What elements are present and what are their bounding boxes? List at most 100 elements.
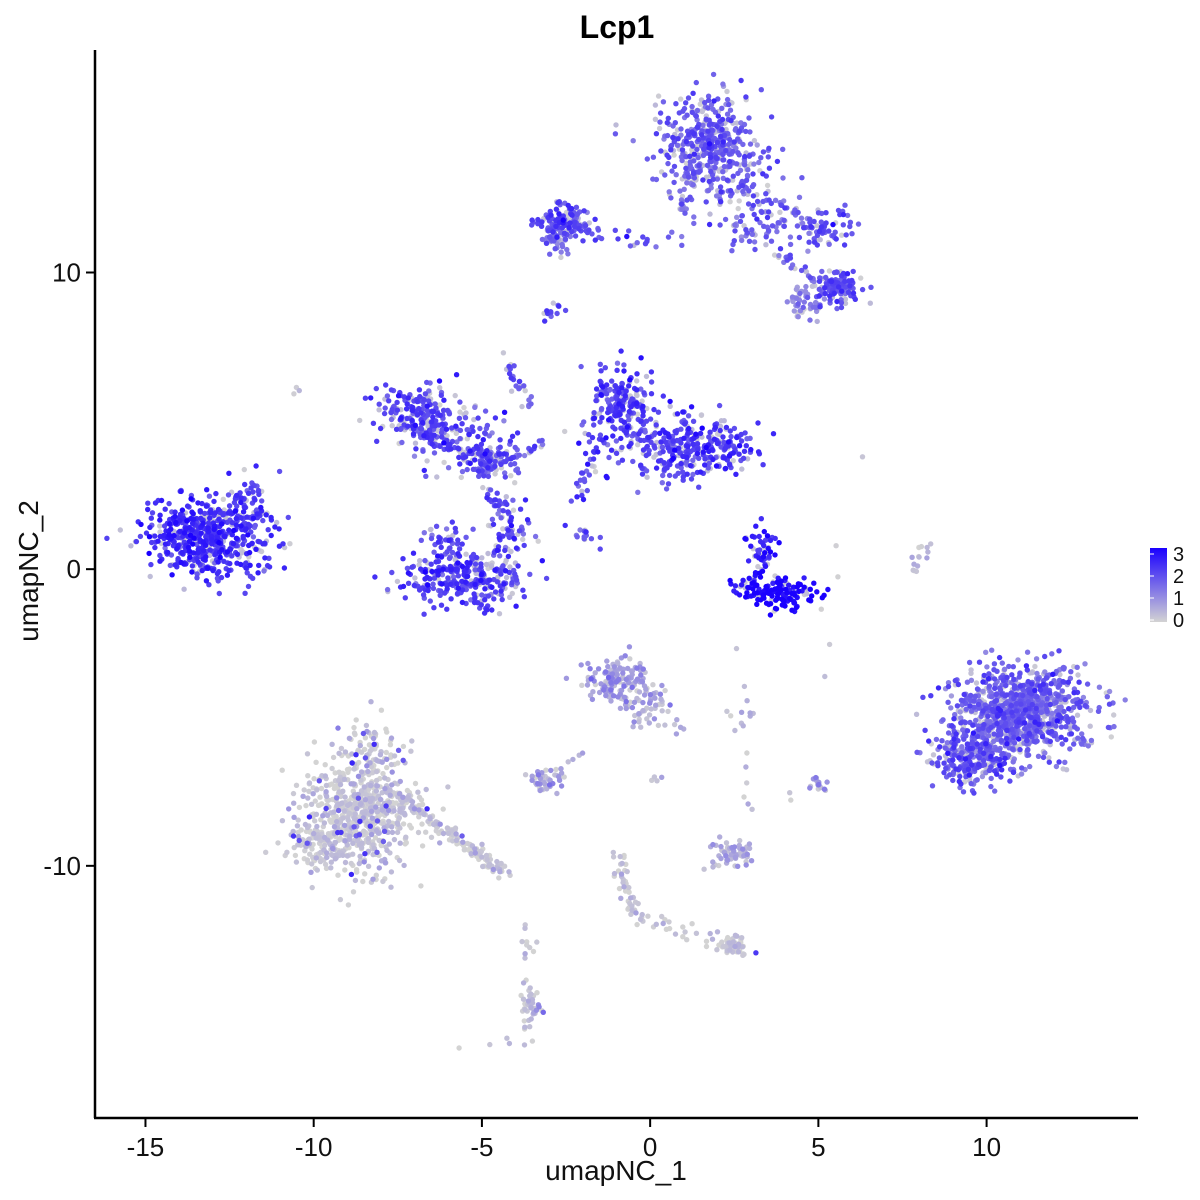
cell-point <box>487 861 493 867</box>
cell-point <box>703 943 710 950</box>
cell-point <box>660 920 666 927</box>
cell-point <box>380 821 387 827</box>
cell-point <box>395 747 402 753</box>
cell-point <box>691 220 697 227</box>
cell-point <box>684 197 690 203</box>
cell-point <box>935 763 941 769</box>
cell-point <box>730 458 736 464</box>
cell-point <box>1122 697 1128 703</box>
cell-point <box>304 751 311 757</box>
cell-point <box>294 823 301 829</box>
cell-point <box>302 821 309 828</box>
cell-point <box>1084 681 1091 687</box>
cell-point <box>615 694 621 700</box>
cell-point <box>335 725 341 731</box>
cell-point <box>431 450 438 456</box>
cell-point <box>344 853 351 859</box>
cell-point <box>457 409 463 415</box>
cell-point <box>329 781 335 787</box>
cell-point <box>640 699 646 706</box>
cell-point <box>1035 753 1042 759</box>
cell-point <box>867 300 873 306</box>
cell-point <box>261 568 267 574</box>
cell-point <box>967 703 973 709</box>
cell-point <box>409 799 416 805</box>
cell-point <box>295 842 301 848</box>
cell-point <box>147 573 153 580</box>
cell-point <box>714 123 720 129</box>
cell-point <box>1058 724 1065 730</box>
cell-point <box>1046 755 1052 761</box>
cell-point <box>519 403 525 410</box>
cell-point <box>603 391 610 397</box>
cell-point <box>724 111 731 117</box>
cell-point <box>529 773 535 779</box>
cell-point <box>463 534 469 540</box>
cell-point <box>634 921 640 928</box>
cell-point <box>665 708 671 715</box>
cell-point <box>732 228 738 234</box>
cell-point <box>740 723 746 729</box>
cell-point <box>928 541 934 547</box>
cell-point <box>358 749 365 755</box>
cell-point <box>167 562 173 569</box>
cell-point <box>405 580 412 586</box>
cell-point <box>546 782 553 788</box>
cell-point <box>507 594 513 600</box>
cell-point <box>821 296 828 302</box>
cell-point <box>1070 719 1077 725</box>
cell-point <box>433 523 440 529</box>
cell-point <box>986 683 993 689</box>
cell-point <box>665 234 672 240</box>
cell-point <box>492 471 498 477</box>
cell-point <box>1044 695 1050 702</box>
cell-point <box>729 177 736 183</box>
cell-point <box>252 522 258 529</box>
cell-point <box>718 843 724 850</box>
cell-point <box>696 162 702 169</box>
cell-point <box>303 802 309 809</box>
cell-point <box>450 532 456 539</box>
cell-point <box>528 1016 534 1022</box>
cell-point <box>679 147 686 153</box>
cell-point <box>988 783 994 790</box>
cell-point <box>714 929 721 935</box>
cell-point <box>498 860 504 867</box>
cell-point <box>520 996 527 1002</box>
cell-point <box>540 1009 546 1015</box>
cell-point <box>826 228 832 234</box>
cell-point <box>475 415 481 421</box>
cell-point <box>293 859 300 865</box>
cell-point <box>756 159 762 166</box>
cell-point <box>374 783 381 789</box>
cell-point <box>690 418 697 424</box>
cell-point <box>348 860 354 867</box>
cell-point <box>985 713 991 719</box>
cell-point <box>724 88 730 95</box>
cell-point <box>691 175 698 181</box>
cell-point <box>694 146 700 153</box>
cell-point <box>739 213 745 219</box>
cell-point <box>512 480 518 486</box>
cell-point <box>739 237 745 244</box>
cell-point <box>1034 728 1040 734</box>
cell-point <box>453 430 459 437</box>
cell-point <box>579 470 586 476</box>
cell-point <box>737 837 743 844</box>
cell-point <box>1044 675 1050 681</box>
cell-point <box>1011 740 1018 746</box>
cell-point <box>290 828 296 835</box>
cell-point <box>384 586 391 593</box>
cell-point <box>552 246 558 252</box>
cell-point <box>395 760 401 766</box>
cell-point <box>597 361 603 367</box>
cell-point <box>519 938 525 945</box>
cell-point <box>360 878 366 885</box>
cell-point <box>738 438 745 444</box>
cell-point <box>823 210 829 216</box>
cell-point <box>1028 714 1034 721</box>
cell-point <box>528 394 534 400</box>
chart-title: Lcp1 <box>580 9 655 45</box>
cell-point <box>444 825 451 831</box>
cell-point <box>641 692 648 698</box>
